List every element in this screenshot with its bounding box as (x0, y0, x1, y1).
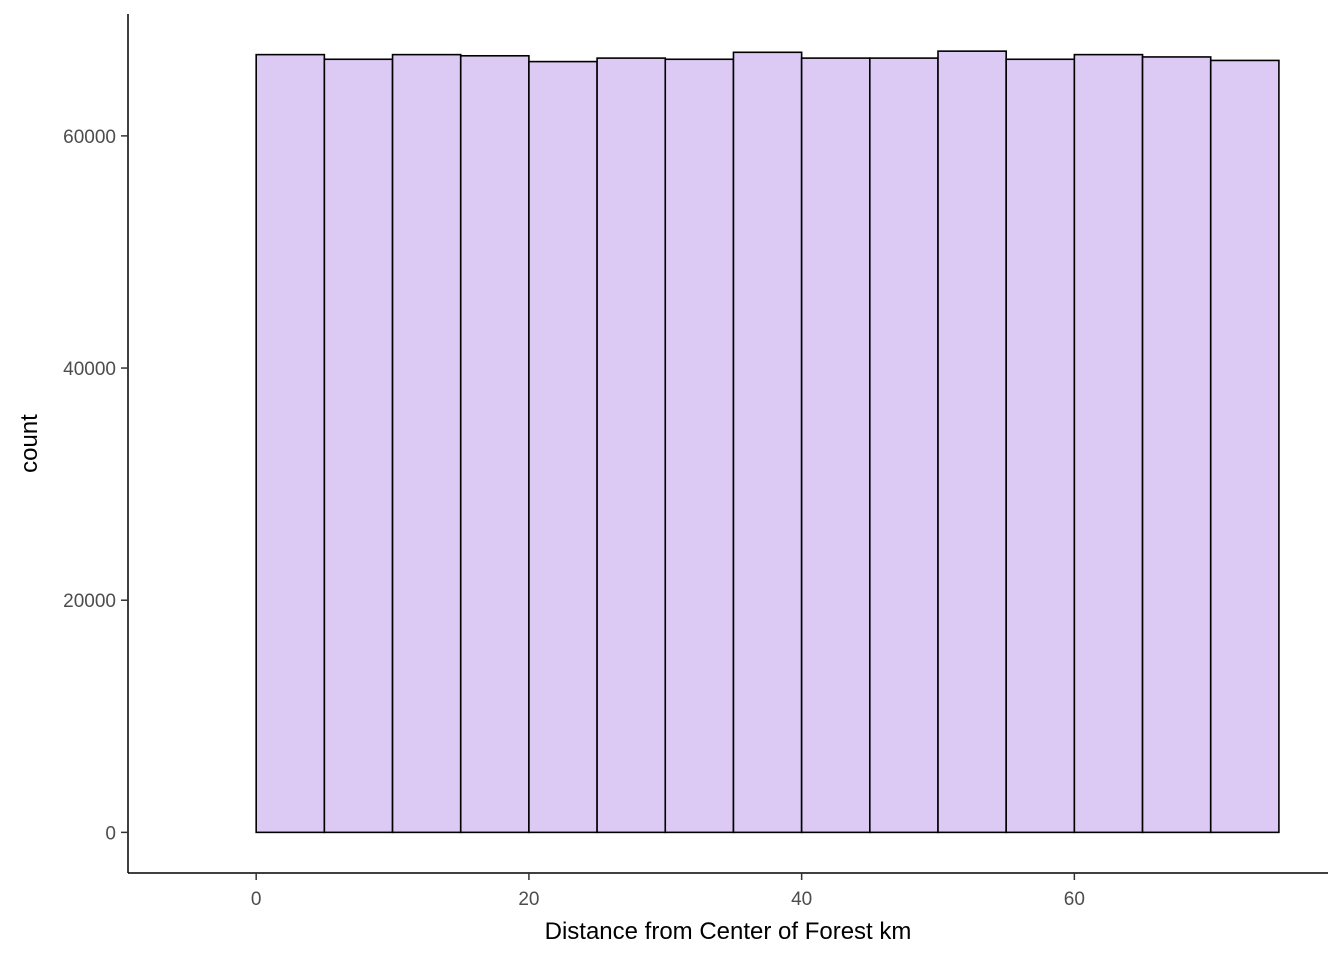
histogram-bar-6 (596, 57, 667, 834)
x-tick-label: 40 (791, 889, 812, 910)
histogram-bar-12 (1005, 58, 1076, 834)
x-tick-label: 60 (1064, 889, 1085, 910)
histogram-bar-7 (664, 58, 735, 834)
bars-group (255, 50, 1280, 834)
y-tick-label: 40000 (63, 359, 116, 380)
x-tick-label: 0 (251, 889, 262, 910)
y-tick-label: 0 (105, 823, 116, 844)
histogram-bar-2 (323, 58, 394, 834)
histogram-bar-9 (800, 57, 871, 834)
histogram-bar-14 (1141, 56, 1212, 834)
histogram-bar-13 (1073, 53, 1144, 834)
x-tick-label: 20 (518, 889, 539, 910)
histogram-bar-1 (255, 53, 326, 834)
x-axis-title: Distance from Center of Forest km (545, 918, 912, 945)
y-tick-label: 20000 (63, 591, 116, 612)
histogram-bar-5 (528, 60, 598, 834)
y-axis-ticks: 0 20000 40000 60000 (63, 127, 128, 844)
histogram-bar-3 (391, 53, 462, 834)
x-axis-ticks: 0 20 40 60 (251, 873, 1085, 910)
y-tick-label: 60000 (63, 127, 116, 148)
histogram-bar-4 (459, 54, 530, 834)
histogram-bar-10 (869, 57, 939, 834)
histogram-bar-8 (732, 51, 803, 834)
histogram-bar-11 (937, 50, 1007, 834)
y-axis-title: count (16, 414, 43, 473)
histogram-bar-15 (1209, 59, 1280, 834)
